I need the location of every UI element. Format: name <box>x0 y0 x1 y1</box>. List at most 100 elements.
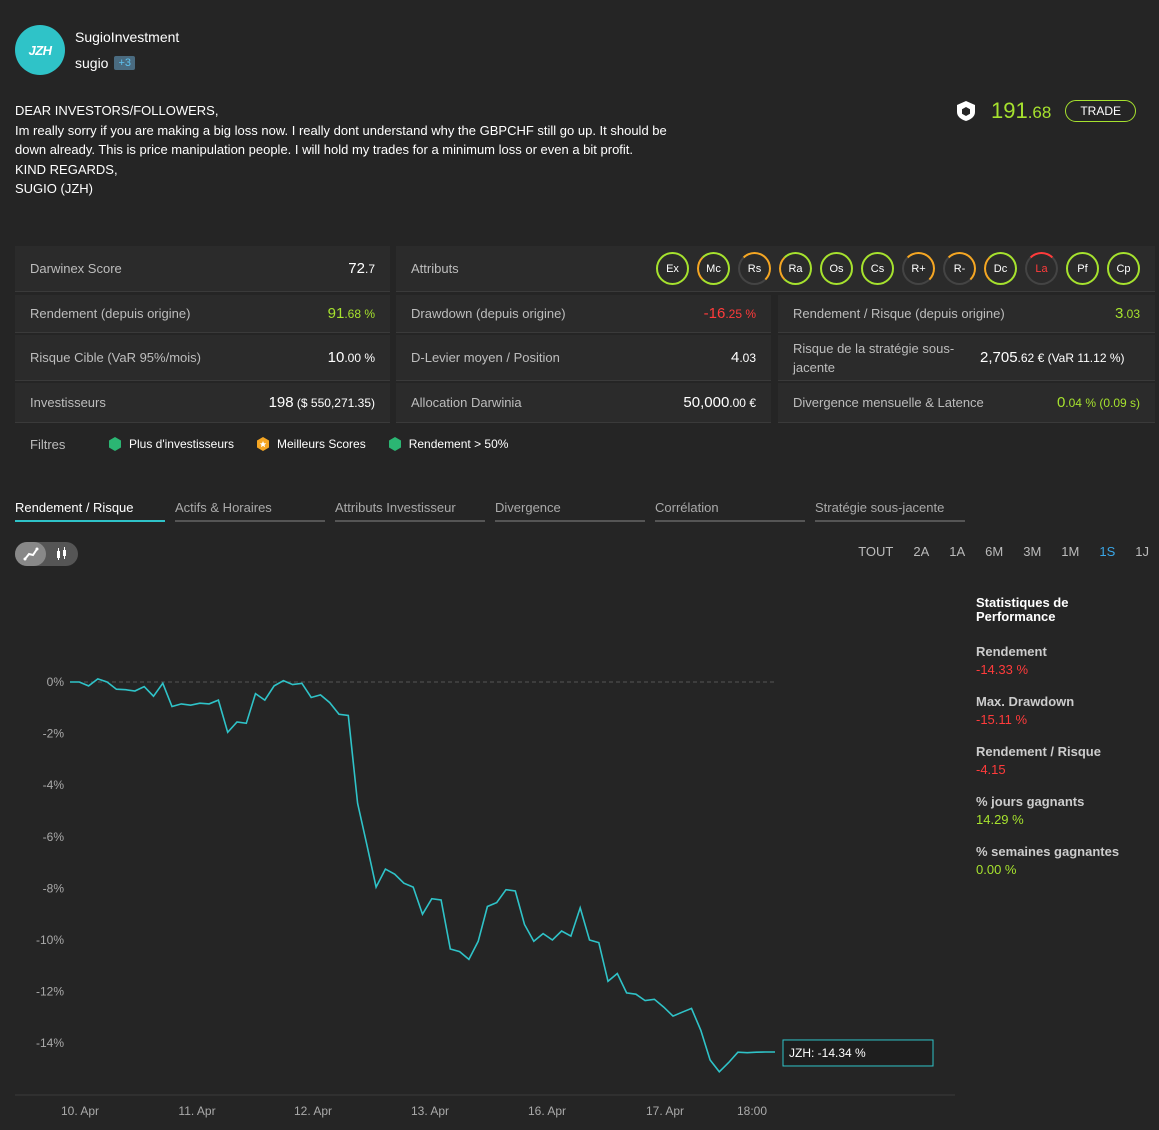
stat-label: Darwinex Score <box>30 261 122 276</box>
trade-button[interactable]: TRADE <box>1065 100 1136 122</box>
stat-value: 4.03 <box>730 349 756 366</box>
stat-value: 50,000.00 € <box>683 394 756 411</box>
perf-value: -4.15 <box>976 762 1006 777</box>
attribute-dc[interactable]: Dc <box>984 252 1017 285</box>
x-tick-label: 16. Apr <box>528 1104 566 1118</box>
attribute-mc[interactable]: Mc <box>697 252 730 285</box>
perf-key: Rendement / Risque <box>976 744 1101 759</box>
perf-value: 0.00 % <box>976 862 1017 877</box>
stat-divergence: Divergence mensuelle & Latence 0.04 % (0… <box>778 383 1155 423</box>
filter-label: Plus d'investisseurs <box>129 437 234 451</box>
stat-value: 0.04 % (0.09 s) <box>1056 394 1140 411</box>
user-handle-row: sugio +3 <box>75 55 136 71</box>
stat-label: Investisseurs <box>30 395 106 410</box>
stat-label: Rendement / Risque (depuis origine) <box>793 306 1005 321</box>
y-tick-label: -2% <box>43 727 65 741</box>
filter-more-investors[interactable]: Plus d'investisseurs <box>108 437 234 451</box>
tab-strategy[interactable]: Stratégie sous-jacente <box>815 500 965 522</box>
stat-value: 10.00 % <box>327 349 375 366</box>
perf-key: % semaines gagnantes <box>976 844 1120 859</box>
attribute-cp[interactable]: Cp <box>1107 252 1140 285</box>
tab-assets[interactable]: Actifs & Horaires <box>175 500 325 522</box>
y-tick-label: -12% <box>36 985 64 999</box>
stat-label: Risque Cible (VaR 95%/mois) <box>30 350 201 365</box>
y-tick-label: -10% <box>36 933 64 947</box>
tab-investor-attributes[interactable]: Attributs Investisseur <box>335 500 485 522</box>
message-line: Im really sorry if you are making a big … <box>15 122 671 158</box>
range-2y[interactable]: 2A <box>913 544 930 559</box>
stat-leverage: D-Levier moyen / Position 4.03 <box>396 335 771 381</box>
candlestick-icon[interactable] <box>46 542 77 566</box>
chart-type-toggle[interactable] <box>15 542 78 566</box>
attribute-ex[interactable]: Ex <box>656 252 689 285</box>
tab-divergence[interactable]: Divergence <box>495 500 645 522</box>
y-tick-label: -4% <box>43 778 65 792</box>
y-tick-label: 0% <box>47 675 65 689</box>
y-tick-label: -8% <box>43 881 65 895</box>
attribute-r-minus[interactable]: R- <box>943 252 976 285</box>
stat-strategy-risk: Risque de la stratégie sous-jacente 2,70… <box>778 335 1155 381</box>
extra-badge[interactable]: +3 <box>114 56 136 70</box>
hexagon-green-icon <box>388 437 401 451</box>
y-tick-label: -14% <box>36 1036 64 1050</box>
perf-item: Rendement / Risque -4.15 <box>976 744 1146 777</box>
perf-item: % jours gagnants 14.29 % <box>976 794 1146 827</box>
investment-name[interactable]: SugioInvestment <box>75 29 180 45</box>
perf-title: Statistiques de Performance <box>976 595 1069 624</box>
trader-message: DEAR INVESTORS/FOLLOWERS, Im really sorr… <box>15 101 675 199</box>
perf-item: Max. Drawdown -15.11 % <box>976 694 1146 727</box>
stat-label: Divergence mensuelle & Latence <box>793 395 984 410</box>
stat-return: Rendement (depuis origine) 91.68 % <box>15 295 390 333</box>
line-chart-icon[interactable] <box>15 542 46 566</box>
shield-icon <box>956 101 975 121</box>
range-6m[interactable]: 6M <box>985 544 1004 559</box>
range-1w[interactable]: 1S <box>1099 544 1116 559</box>
avatar-text: JZH <box>28 42 52 58</box>
range-1y[interactable]: 1A <box>949 544 966 559</box>
perf-value: -15.11 % <box>976 712 1028 727</box>
stat-value: 72.7 <box>348 260 375 277</box>
tab-correlation[interactable]: Corrélation <box>655 500 805 522</box>
return-chart[interactable]: 0% -2% -4% -6% -8% -10% -12% -14% 10. Apr 11. Apr… <box>15 585 960 1125</box>
range-selector: TOUT 2A 1A 6M 3M 1M 1S 1J <box>858 544 1149 559</box>
filter-label: Rendement > 50% <box>408 437 509 451</box>
filter-return-50[interactable]: Rendement > 50% <box>388 437 509 451</box>
last-value-label: JZH: -14.34 % <box>789 1046 866 1060</box>
stat-value: -16.25 % <box>703 305 756 322</box>
perf-key: Max. Drawdown <box>976 694 1075 709</box>
series-line-jzh <box>70 678 775 1074</box>
price-dec: .68 <box>1027 103 1052 122</box>
avatar[interactable]: JZH <box>15 25 65 75</box>
filter-best-scores[interactable]: Meilleurs Scores <box>256 437 366 451</box>
attribute-r-plus[interactable]: R+ <box>902 252 935 285</box>
stat-label: Rendement (depuis origine) <box>30 306 191 321</box>
perf-item: % semaines gagnantes 0.00 % <box>976 844 1146 877</box>
perf-key: % jours gagnants <box>976 794 1085 809</box>
stat-allocation: Allocation Darwinia 50,000.00 € <box>396 383 771 423</box>
price-int: 191 <box>990 98 1028 123</box>
stat-value: 198 ($ 550,271.35) <box>268 394 375 411</box>
user-handle[interactable]: sugio <box>75 55 109 71</box>
filters-label: Filtres <box>30 436 66 452</box>
tab-return-risk[interactable]: Rendement / Risque <box>15 500 165 522</box>
stat-investors: Investisseurs 198 ($ 550,271.35) <box>15 383 390 423</box>
hexagon-star-icon <box>257 437 269 451</box>
attribute-ra[interactable]: Ra <box>779 252 812 285</box>
range-1m[interactable]: 1M <box>1061 544 1080 559</box>
x-tick-label: 12. Apr <box>294 1104 332 1118</box>
perf-value: 14.29 % <box>976 812 1024 827</box>
perf-item: Rendement -14.33 % <box>976 644 1146 677</box>
attribute-cs[interactable]: Cs <box>861 252 894 285</box>
stat-value: 2,705.62 € (VaR 11.12 %) <box>980 348 1125 366</box>
attribute-rs[interactable]: Rs <box>738 252 771 285</box>
message-line: SUGIO (JZH) <box>15 181 93 196</box>
stat-label: D-Levier moyen / Position <box>411 350 560 365</box>
message-line: KIND REGARDS, <box>15 161 118 177</box>
attribute-pf[interactable]: Pf <box>1066 252 1099 285</box>
stat-label: Risque de la stratégie sous-jacente <box>793 340 955 375</box>
range-1d[interactable]: 1J <box>1135 544 1149 559</box>
attribute-os[interactable]: Os <box>820 252 853 285</box>
attribute-la[interactable]: La <box>1025 252 1058 285</box>
range-3m[interactable]: 3M <box>1023 544 1042 559</box>
range-all[interactable]: TOUT <box>858 544 894 559</box>
